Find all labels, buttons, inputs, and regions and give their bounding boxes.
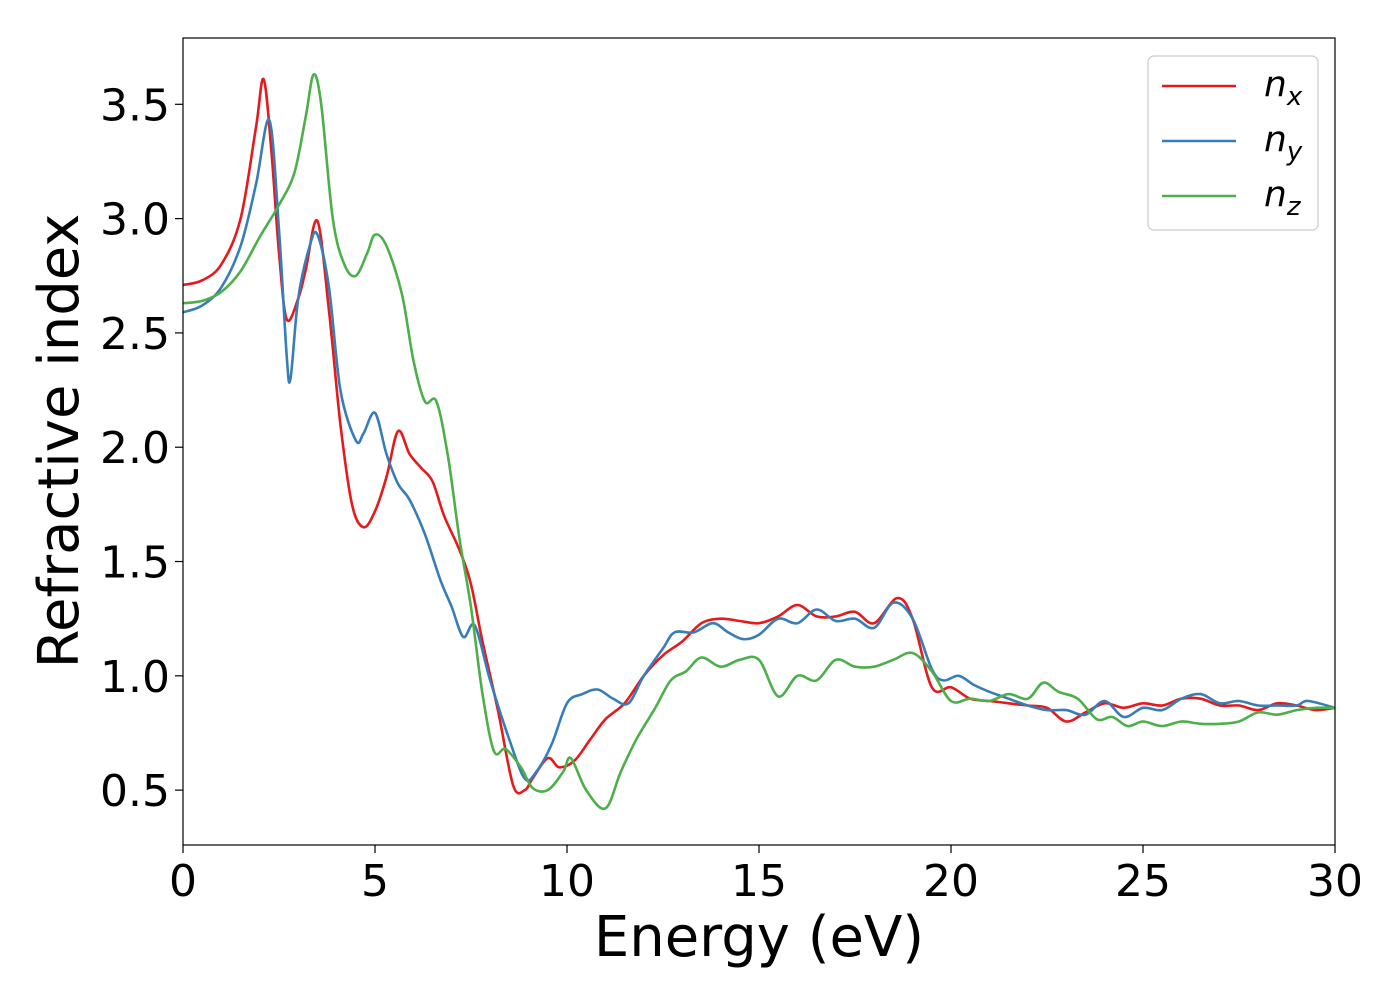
x-tick-label: 20: [923, 856, 979, 907]
x-tick-label: 10: [539, 856, 595, 907]
legend-label-z: nz: [1264, 174, 1302, 222]
x-tick-label: 30: [1307, 856, 1363, 907]
legend: nx ny nz: [1147, 55, 1319, 231]
legend-label-y: ny: [1264, 119, 1303, 167]
legend-box: [1147, 55, 1319, 231]
x-tick-label: 0: [169, 856, 197, 907]
legend-label-x: nx: [1264, 64, 1303, 112]
y-tick-label: 2.5: [100, 309, 170, 360]
y-tick-label: 0.5: [100, 766, 170, 817]
series-line-y: [183, 118, 1335, 782]
x-tick-label: 25: [1115, 856, 1171, 907]
y-tick-label: 2.0: [100, 423, 170, 474]
x-axis-label: Energy (eV): [594, 905, 924, 970]
y-tick-label: 1.5: [100, 538, 170, 589]
y-tick-label: 3.5: [100, 80, 170, 131]
x-tick-label: 15: [731, 856, 787, 907]
plot-area: [183, 38, 1335, 845]
y-tick-label: 1.0: [100, 652, 170, 703]
series-line-z: [183, 73, 1335, 811]
x-tick-label: 5: [361, 856, 389, 907]
y-axis-label: Refractive index: [27, 214, 92, 669]
y-tick-label: 3.0: [100, 195, 170, 246]
